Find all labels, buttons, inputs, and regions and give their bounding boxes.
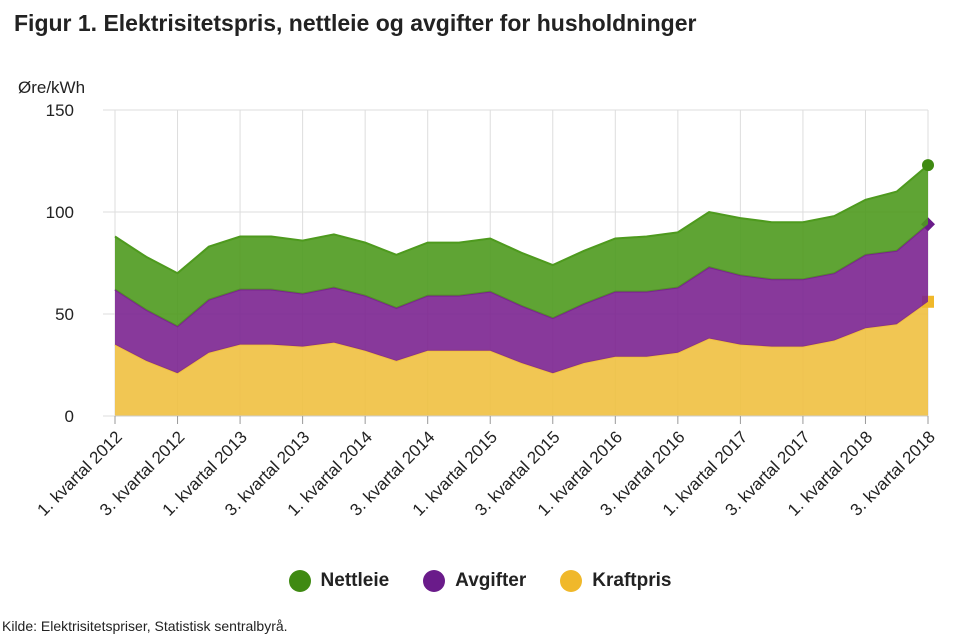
source-note: Kilde: Elektrisitetspriser, Statistisk s… — [2, 618, 288, 634]
legend-label: Nettleie — [320, 570, 390, 591]
area-series — [114, 159, 935, 416]
y-tick-label: 50 — [55, 305, 74, 324]
area-kraftpris — [115, 301, 928, 416]
y-tick-label: 0 — [65, 407, 74, 426]
legend-label: Kraftpris — [592, 570, 672, 591]
legend: Nettleie Avgifter Kraftpris — [0, 570, 960, 592]
legend-item-kraftpris: Kraftpris — [560, 570, 671, 592]
legend-swatch — [423, 570, 446, 592]
legend-item-nettleie: Nettleie — [288, 570, 390, 592]
legend-item-avgifter: Avgifter — [423, 570, 526, 592]
y-tick-label: 150 — [46, 101, 74, 120]
area-nettleie — [115, 165, 928, 327]
legend-swatch — [560, 570, 583, 592]
legend-label: Avgifter — [455, 570, 527, 591]
end-marker-nettleie — [922, 159, 934, 172]
y-axis-unit-label: Øre/kWh — [18, 78, 85, 97]
area-avgifter — [115, 224, 928, 374]
y-tick-label: 100 — [46, 203, 74, 222]
legend-swatch — [288, 570, 311, 592]
chart-title: Figur 1. Elektrisitetspris, nettleie og … — [14, 10, 697, 36]
line-nettleie — [114, 164, 929, 275]
